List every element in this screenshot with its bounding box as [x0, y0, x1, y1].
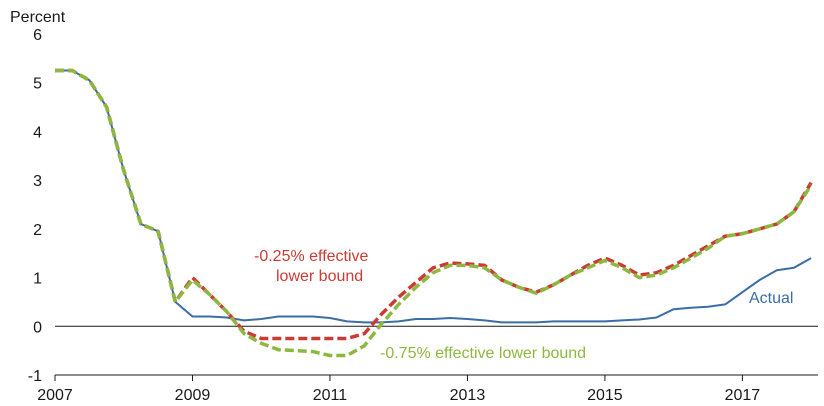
y-tick-label: 3 [33, 173, 42, 190]
annotation-actual: Actual [749, 290, 793, 307]
x-axis-ticks: 2007 2009 2011 2013 2015 2017 [37, 375, 760, 404]
x-tick-label: 2015 [587, 387, 623, 404]
y-tick-label: 5 [33, 76, 42, 93]
annotation-minus-075: -0.75% effective lower bound [380, 345, 586, 362]
series-line-minus-025-bound [55, 68, 813, 341]
annotation-minus-025-line2: lower bound [276, 268, 363, 285]
y-tick-label: 0 [33, 319, 42, 336]
y-tick-label: 6 [33, 27, 42, 44]
x-tick-label: 2017 [725, 387, 761, 404]
x-tick-label: 2011 [313, 387, 348, 404]
y-tick-label: 2 [33, 222, 42, 239]
series-layer [55, 68, 813, 358]
series-line-minus-075-bound [55, 68, 813, 358]
y-tick-label: 1 [33, 271, 42, 288]
x-tick-label: 2009 [175, 387, 211, 404]
x-tick-label: 2013 [450, 387, 486, 404]
y-tick-label: -1 [28, 368, 42, 385]
x-tick-label: 2007 [37, 387, 73, 404]
annotation-minus-025-line1: -0.25% effective [254, 248, 369, 265]
y-axis-ticks: -1 0 1 2 3 4 5 6 [28, 27, 42, 385]
y-tick-label: 4 [33, 124, 42, 141]
y-axis-unit-label: Percent [10, 9, 66, 26]
series-line-actual [55, 69, 812, 324]
